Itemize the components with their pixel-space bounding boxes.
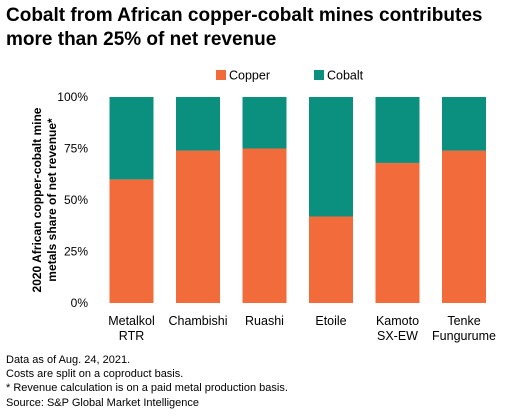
y-tick-label: 0%: [71, 296, 89, 310]
x-tick-label: Ruashi: [245, 314, 284, 328]
chart-title: Cobalt from African copper-cobalt mines …: [6, 5, 483, 50]
legend-label-cobalt: Cobalt: [327, 69, 364, 83]
y-tick-label: 75%: [64, 142, 88, 156]
bar-cobalt: [442, 97, 486, 151]
bar-copper: [309, 216, 353, 303]
x-tick-label: Fungurume: [432, 329, 496, 343]
bar-cobalt: [375, 97, 420, 163]
bar-cobalt: [109, 97, 154, 180]
legend-label-copper: Copper: [229, 69, 270, 83]
y-axis-ticks: 0% 25% 50% 75% 100%: [57, 90, 88, 310]
bar-copper: [242, 148, 287, 303]
legend: Copper Cobalt: [216, 69, 364, 83]
y-axis-title: 2020 African copper-cobalt minemetals sh…: [30, 107, 59, 292]
note-cost-basis: Costs are split on a coproduct basis.: [6, 368, 184, 381]
bar-copper: [442, 150, 486, 303]
bars: [109, 97, 486, 303]
y-tick-label: 100%: [57, 90, 88, 104]
x-tick-label: Kamoto: [376, 314, 419, 328]
bar-copper: [176, 150, 220, 303]
bar-cobalt: [176, 97, 220, 151]
y-axis-label: 2020 African copper-cobalt minemetals sh…: [30, 107, 59, 292]
y-axis-title-line: metals share of net revenue*: [45, 118, 59, 282]
y-tick-label: 50%: [64, 193, 88, 207]
y-tick-label: 25%: [64, 245, 88, 259]
bar-copper: [375, 162, 420, 303]
x-tick-label: RTR: [119, 329, 144, 343]
note-revenue-basis: * Revenue calculation is on a paid metal…: [6, 382, 288, 395]
x-tick-label: Chambishi: [168, 314, 227, 328]
x-tick-label: Etoile: [315, 314, 346, 328]
note-data-date: Data as of Aug. 24, 2021.: [6, 354, 131, 366]
bar-cobalt: [242, 97, 287, 149]
legend-swatch-copper: [216, 70, 226, 80]
bar-cobalt: [309, 97, 353, 217]
note-source: Source: S&P Global Market Intelligence: [6, 396, 200, 409]
bar-copper: [109, 179, 154, 303]
y-axis-title-line: 2020 African copper-cobalt mine: [30, 107, 44, 292]
chart-notes: Data as of Aug. 24, 2021. Costs are spli…: [6, 353, 506, 410]
legend-swatch-cobalt: [314, 70, 324, 80]
x-tick-label: SX-EW: [377, 329, 418, 343]
x-tick-label: Tenke: [447, 314, 480, 328]
x-tick-label: Metalkol: [108, 314, 155, 328]
